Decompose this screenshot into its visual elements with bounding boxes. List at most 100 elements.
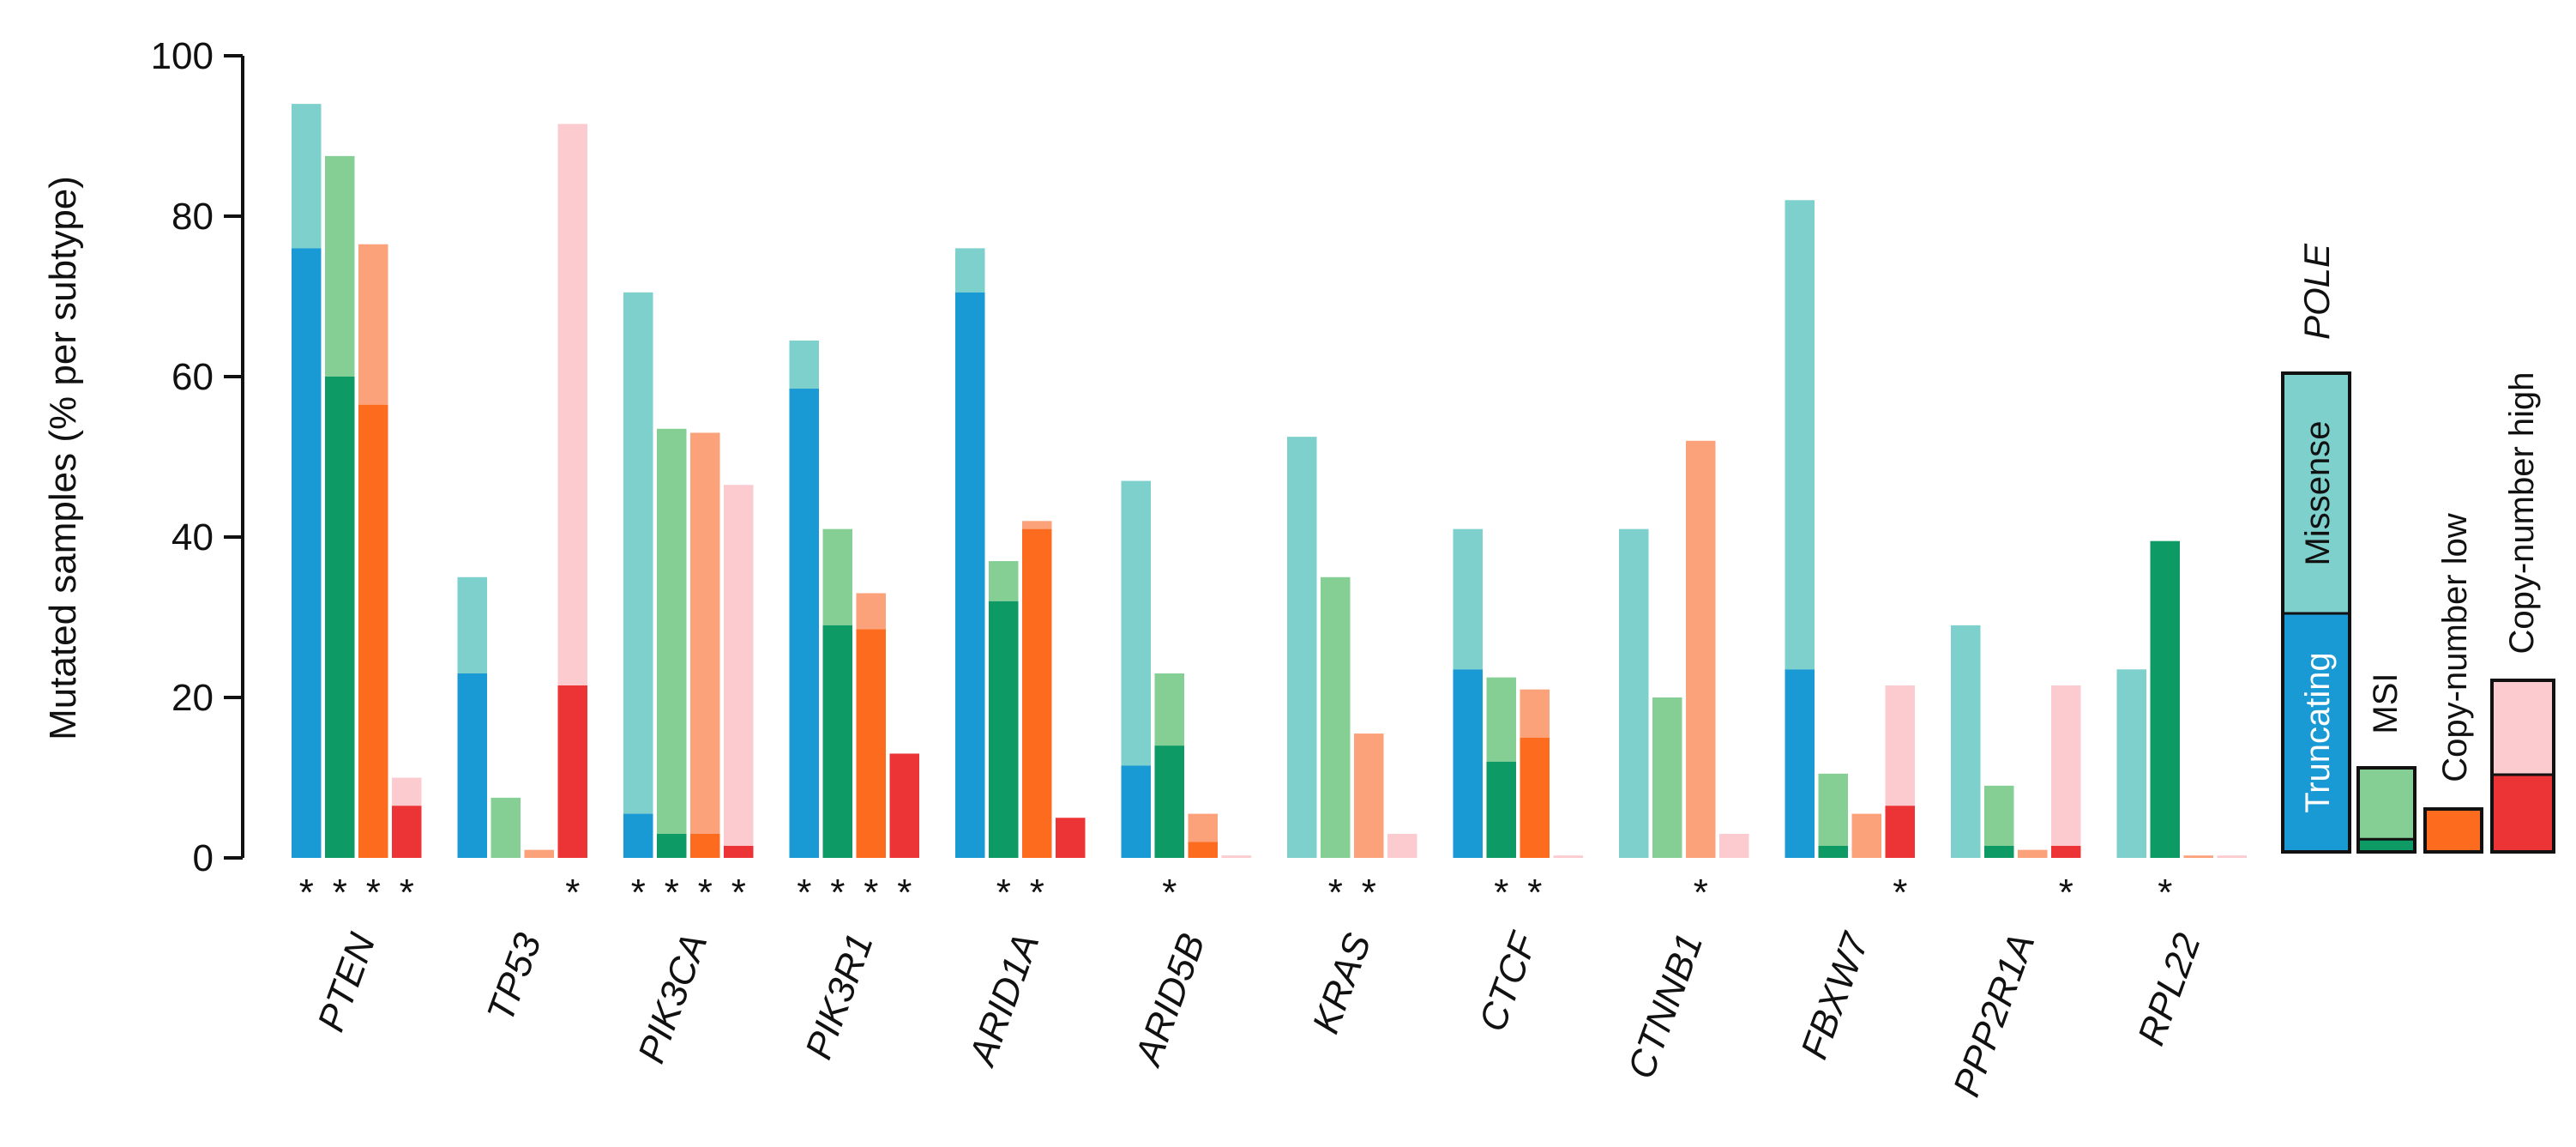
gene-label-tp53: TP53 bbox=[479, 927, 550, 1027]
bar-truncating-fbxw7-msi bbox=[1818, 845, 1848, 858]
bar-missense-ctcf-copy-number-low bbox=[1520, 689, 1550, 738]
bar-missense-kras-copy-number-low bbox=[1354, 733, 1384, 858]
bar-missense-fbxw7-msi bbox=[1818, 773, 1848, 846]
bar-truncating-tp53-copy-number-high bbox=[557, 685, 587, 858]
legend-pole-truncating-swatch bbox=[2283, 613, 2350, 852]
gene-label-ctnnb1: CTNNB1 bbox=[1620, 928, 1711, 1084]
bar-truncating-pik3ca-copy-number-low bbox=[690, 833, 720, 858]
bar-missense-pik3r1-copy-number-low bbox=[856, 593, 886, 630]
bar-groups bbox=[292, 104, 2247, 859]
bar-truncating-pten-msi bbox=[325, 377, 355, 858]
bar-truncating-pik3r1-pole bbox=[789, 389, 819, 858]
bar-missense-kras-copy-number-high bbox=[1387, 833, 1417, 858]
bar-missense-ctcf-copy-number-high bbox=[1553, 855, 1583, 858]
bar-truncating-arid5b-pole bbox=[1121, 765, 1151, 858]
significance-star: * bbox=[631, 872, 646, 914]
bar-missense-tp53-msi bbox=[491, 797, 521, 858]
bar-missense-rpl22-copy-number-high bbox=[2217, 855, 2247, 858]
bar-truncating-ctcf-msi bbox=[1486, 761, 1516, 858]
bar-missense-ppp2r1a-msi bbox=[1984, 785, 2014, 846]
gene-label-ppp2r1a: PPP2R1A bbox=[1946, 928, 2043, 1102]
legend-copy-number-low: Copy-number low bbox=[2423, 513, 2483, 854]
bar-missense-fbxw7-copy-number-low bbox=[1851, 813, 1881, 858]
bar-missense-pten-copy-number-low bbox=[358, 244, 388, 405]
bar-missense-fbxw7-pole bbox=[1785, 200, 1815, 670]
bar-missense-ppp2r1a-pole bbox=[1951, 625, 1981, 858]
significance-star: * bbox=[299, 872, 314, 914]
bar-truncating-pik3r1-copy-number-low bbox=[856, 629, 886, 858]
significance-star: * bbox=[1362, 872, 1376, 914]
bar-truncating-arid1a-copy-number-high bbox=[1056, 818, 1086, 858]
bar-missense-ctnnb1-pole bbox=[1619, 528, 1649, 858]
legend-cnl-label: Copy-number low bbox=[2436, 513, 2474, 782]
bar-missense-kras-pole bbox=[1287, 437, 1317, 858]
legend-pole: Missense Truncating POLE bbox=[2281, 243, 2351, 854]
bar-missense-pik3r1-msi bbox=[822, 528, 852, 625]
significance-star: * bbox=[366, 872, 381, 914]
significance-star: * bbox=[1030, 872, 1044, 914]
significance-star: * bbox=[333, 872, 347, 914]
bar-missense-pik3ca-copy-number-high bbox=[724, 485, 754, 846]
significance-star: * bbox=[797, 872, 811, 914]
bar-missense-kras-msi bbox=[1321, 577, 1351, 858]
legend-msi-truncating-swatch bbox=[2358, 839, 2415, 852]
bar-truncating-ctcf-pole bbox=[1453, 669, 1483, 858]
bar-truncating-pik3r1-copy-number-high bbox=[889, 753, 919, 858]
legend-msi-label: MSI bbox=[2367, 673, 2404, 733]
bar-truncating-pten-copy-number-high bbox=[392, 806, 422, 858]
bar-truncating-pik3ca-msi bbox=[657, 833, 687, 858]
bar-truncating-pten-pole bbox=[292, 248, 322, 858]
bar-truncating-pik3ca-pole bbox=[623, 813, 653, 858]
bar-missense-pik3ca-msi bbox=[657, 428, 687, 834]
significance-star: * bbox=[1694, 872, 1708, 914]
significance-star: * bbox=[1893, 872, 1907, 914]
significance-star: * bbox=[996, 872, 1011, 914]
bar-missense-pik3r1-pole bbox=[789, 340, 819, 389]
legend-missense-label: Missense bbox=[2299, 421, 2337, 566]
significance-star: * bbox=[897, 872, 912, 914]
significance-star: * bbox=[1494, 872, 1508, 914]
bar-truncating-arid1a-pole bbox=[955, 292, 985, 858]
legend-pole-missense-swatch bbox=[2283, 373, 2350, 613]
bar-missense-tp53-pole bbox=[457, 577, 487, 673]
legend: Missense Truncating POLE MSI Copy-number… bbox=[2281, 243, 2555, 854]
bar-truncating-rpl22-msi bbox=[2150, 540, 2180, 858]
legend-msi-missense-swatch bbox=[2358, 768, 2415, 852]
bar-missense-ctcf-msi bbox=[1486, 677, 1516, 762]
bar-missense-ctcf-pole bbox=[1453, 528, 1483, 670]
bar-truncating-pik3r1-msi bbox=[822, 625, 852, 858]
bar-missense-arid1a-pole bbox=[955, 248, 985, 293]
significance-star: * bbox=[400, 872, 414, 914]
legend-truncating-label: Truncating bbox=[2299, 652, 2337, 813]
significance-star: * bbox=[1162, 872, 1177, 914]
y-tick-label: 60 bbox=[172, 356, 214, 398]
bar-truncating-ppp2r1a-msi bbox=[1984, 845, 2014, 858]
bar-missense-pik3ca-pole bbox=[623, 292, 653, 814]
bar-missense-ppp2r1a-copy-number-high bbox=[2051, 685, 2081, 846]
bar-missense-arid5b-copy-number-high bbox=[1221, 855, 1251, 858]
significance-star: * bbox=[698, 872, 713, 914]
bar-missense-tp53-copy-number-high bbox=[557, 124, 587, 685]
bar-truncating-arid5b-copy-number-low bbox=[1188, 842, 1218, 858]
y-tick-label: 80 bbox=[172, 196, 214, 238]
significance-star: * bbox=[2158, 872, 2172, 914]
gene-label-pten: PTEN bbox=[310, 927, 383, 1036]
significance-star: * bbox=[864, 872, 878, 914]
bar-missense-ppp2r1a-copy-number-low bbox=[2018, 849, 2048, 858]
gene-label-rpl22: RPL22 bbox=[2130, 928, 2209, 1051]
bar-truncating-fbxw7-copy-number-high bbox=[1885, 806, 1915, 858]
y-tick-label: 20 bbox=[172, 677, 214, 719]
legend-cnh-label: Copy-number high bbox=[2503, 371, 2541, 654]
bar-missense-tp53-copy-number-low bbox=[524, 849, 554, 858]
bar-missense-arid5b-copy-number-low bbox=[1188, 813, 1218, 842]
bar-missense-ctnnb1-copy-number-high bbox=[1719, 833, 1749, 858]
bar-truncating-fbxw7-pole bbox=[1785, 669, 1815, 858]
gene-label-ctcf: CTCF bbox=[1472, 927, 1546, 1037]
bar-missense-ctnnb1-copy-number-low bbox=[1686, 440, 1716, 858]
significance-star: * bbox=[1328, 872, 1343, 914]
legend-msi-outline bbox=[2356, 766, 2417, 854]
y-tick-label: 0 bbox=[193, 837, 214, 879]
significance-star: * bbox=[830, 872, 845, 914]
y-axis: 0 20 40 60 80 100 bbox=[151, 35, 244, 879]
bar-missense-arid5b-pole bbox=[1121, 480, 1151, 766]
